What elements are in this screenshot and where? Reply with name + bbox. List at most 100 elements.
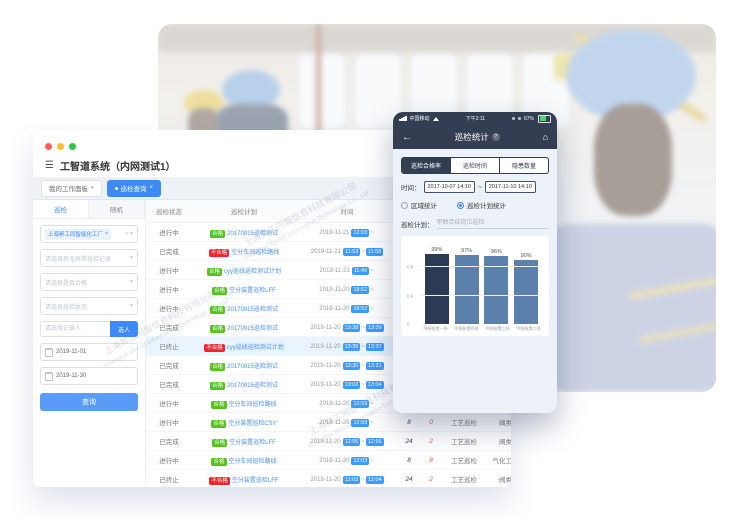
tab-inspection-query[interactable]: 巡检查询 × [106, 179, 162, 197]
plan-link[interactable]: 空分车间巡检路线 [231, 249, 280, 256]
tilde-separator: ~ [370, 457, 374, 464]
yellow-railing-lower [638, 311, 716, 343]
filter-select[interactable]: 请选择是否合格 ▾ [40, 273, 138, 291]
org-select[interactable]: 上海昇工同智能化工厂 × × ▾ [40, 225, 138, 243]
segment-隐患数量[interactable]: 隐患数量 [511, 164, 536, 170]
plan-link[interactable]: 20170915巡检测试 [227, 382, 278, 389]
plan-cell: 合格 空分装置巡检LFF [192, 431, 296, 451]
plan-link[interactable]: 20170915巡检测试 [227, 306, 278, 313]
stat-type-segmented-control: 巡检合格率 巡检时间 隐患数量 [401, 157, 549, 174]
filled-count: 24 [405, 437, 413, 445]
chart-bar-value-label: 96% [490, 248, 502, 255]
plan-link[interactable]: 空分装置巡检LFF [229, 439, 276, 446]
sidebar-tab-inspection[interactable]: 巡检 [33, 200, 89, 218]
app-header: ☰ 工智道系统（内网测试1） [33, 153, 511, 177]
help-icon[interactable]: ? [491, 133, 500, 141]
back-icon[interactable]: ← [402, 131, 412, 143]
chart-y-tick: 0.4 [407, 293, 414, 299]
calendar-icon [45, 347, 53, 357]
plan-link[interactable]: 空分装置巡检CSY [228, 420, 277, 427]
start-time-badge: 12:59 [351, 418, 370, 427]
start-time-badge: 13:35 [342, 342, 361, 351]
location-icon [511, 117, 515, 120]
date-text: 2019-11-21 [310, 248, 341, 255]
plan-link[interactable]: 20170915巡检测试 [227, 230, 278, 237]
plan-link[interactable]: 空分装置巡检LFF [229, 287, 276, 294]
grade-badge: 不合格 [204, 343, 225, 352]
section-cell: 阀类 [486, 412, 511, 432]
table-row[interactable]: 进行中 合格 空分装置巡检CSY 2019-11-20 12:59 ~8 0 工艺巡检 阀类 [146, 412, 511, 432]
segment-巡检时间[interactable]: 巡检时间 [451, 158, 500, 173]
clear-icon[interactable]: × [125, 231, 129, 237]
table-row[interactable]: 已终止 不合格 空分装置巡检LFF 2019-11-20 12:03 ~12:04 24 2 工… [146, 469, 511, 487]
table-row[interactable]: 已完成 合格 空分装置巡检LFF 2019-11-20 12:55 ~12:56 24 2 工艺… [146, 431, 511, 451]
date-text: 2019-11-20 [310, 438, 341, 445]
calendar-icon [45, 371, 53, 381]
date-text: 2019-11-20 [319, 457, 350, 464]
inspection-table-body: 进行中合格20170915巡检测试2019-11-2112:03~80工艺巡检阀… [146, 222, 511, 487]
plan-cell: 合格 空分车间巡检路线 [192, 450, 296, 470]
chart-bar [514, 260, 539, 324]
plan-link[interactable]: 20170915巡检测试 [227, 363, 278, 370]
plan-link[interactable]: 20170915巡检测试 [227, 325, 278, 332]
tilde-separator: ~ [361, 362, 365, 369]
date-text: 2019-11-20 [310, 381, 341, 388]
search-button[interactable]: 查询 [40, 393, 138, 411]
home-icon[interactable]: ⌂ [542, 132, 548, 142]
sidebar-tab-random[interactable]: 随机 [89, 200, 145, 218]
alarm-icon [517, 117, 521, 120]
close-tab-icon[interactable]: × [149, 185, 154, 191]
menu-icon[interactable]: ☰ [45, 159, 54, 171]
plan-link[interactable]: cyy巡线巡检测试计划 [224, 268, 282, 275]
filter-select[interactable]: 请选择巡检状态 ▾ [40, 297, 138, 315]
plan-link[interactable]: 空分车间巡检路线 [228, 458, 277, 465]
start-datetime-picker[interactable]: 2017-10-07 14:10 [423, 181, 475, 193]
radio-option[interactable]: 巡检计划统计 [457, 200, 506, 210]
tab-workspace[interactable]: 我的工作面板 ▾ [41, 179, 102, 197]
status-cell: 已终止 [146, 336, 192, 356]
closeup-blue-hardhat [566, 30, 696, 122]
remove-tag-icon[interactable]: × [105, 231, 109, 237]
plan-link[interactable]: 空分车间巡检路线 [228, 401, 277, 408]
warning-sign [554, 54, 584, 80]
filter-sidebar: 巡检 随机 上海昇工同智能化工厂 × × ▾ 请选择有无异常巡检记录 ▾ 请选择是否合… [33, 200, 146, 487]
plan-cell: 合格 20170915巡检测试 [192, 298, 296, 318]
missed-count-cell: 8 [420, 450, 442, 470]
date-from-picker[interactable]: 2019-11-01 [40, 343, 138, 361]
plan-select[interactable]: 甲醇合成岗位巡检 [436, 217, 549, 229]
type-cell: 工艺巡检 [442, 469, 486, 487]
plan-link[interactable]: cyy巡线巡检测试计划 [226, 344, 284, 351]
filter-select[interactable]: 请选择有无异常巡检记录 ▾ [40, 249, 138, 267]
missed-count: 2 [429, 475, 433, 483]
ceiling [158, 24, 716, 52]
maximize-window-icon[interactable] [69, 142, 76, 150]
chevron-down-icon: ▾ [130, 231, 133, 237]
chart-x-tick: 甲醇装置一线 [423, 326, 448, 331]
segment-巡检合格率[interactable]: 巡检合格率 [402, 158, 451, 173]
end-time-badge: 13:37 [365, 342, 384, 351]
grade-badge: 合格 [212, 438, 228, 447]
minimize-window-icon[interactable] [57, 142, 64, 150]
time-label: 时间： [401, 185, 421, 192]
date-text: 2019-11-20 [319, 400, 350, 407]
plan-cell: 合格 20170915巡检测试 [192, 222, 296, 242]
radio-option[interactable]: 区域统计 [401, 200, 437, 210]
tilde-separator: ~ [370, 267, 374, 274]
close-window-icon[interactable] [45, 142, 52, 150]
date-to-picker[interactable]: 2019-11-30 [40, 367, 138, 385]
pick-person-button[interactable]: 选人 [110, 321, 138, 337]
plan-cell: 不合格 cyy巡线巡检测试计划 [192, 336, 296, 356]
tilde-separator: ~ [361, 248, 365, 255]
chart-bar [484, 255, 509, 324]
time-cell: 2019-11-20 12:55 ~12:56 [296, 431, 398, 451]
plan-cell: 不合格 空分装置巡检LFF [192, 469, 296, 487]
window-controls[interactable] [33, 130, 511, 153]
recorder-input[interactable] [40, 321, 110, 337]
end-datetime-picker[interactable]: 2017-11-10 14:10 [484, 181, 536, 193]
end-time-badge: 12:56 [365, 437, 384, 446]
time-range-row: 时间： 2017-10-07 14:10 ~ 2017-11-10 14:10 [401, 181, 549, 193]
plan-link[interactable]: 空分装置巡检LFF [231, 477, 279, 484]
chart-bar-value-label: 97% [461, 248, 473, 255]
signal-icon [399, 116, 407, 121]
